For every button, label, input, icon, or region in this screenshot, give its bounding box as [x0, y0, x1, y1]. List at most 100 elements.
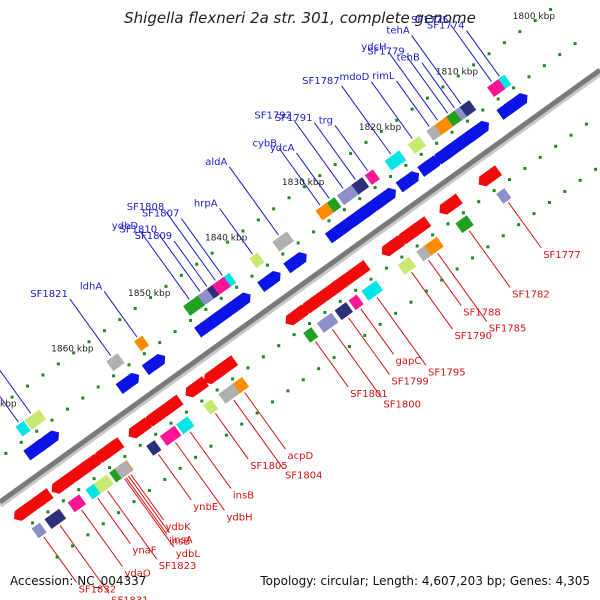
leader-line	[296, 152, 330, 199]
leader-line	[406, 56, 449, 114]
tick-dot	[204, 307, 208, 311]
leader-line	[314, 341, 349, 388]
tick-dot	[481, 108, 485, 112]
label-leader-lines	[0, 24, 542, 594]
gene-label: SF1810	[120, 225, 158, 236]
tick-label: 1840 kbp	[205, 234, 248, 244]
leader-line	[130, 474, 164, 521]
tick-dot	[363, 333, 367, 337]
gene-arrow	[257, 276, 273, 293]
gene-arrow	[194, 321, 210, 338]
gene-label: SF1791	[275, 113, 313, 124]
tick-dot	[261, 355, 265, 359]
gene-arrow	[115, 378, 132, 394]
gene-arrow	[478, 170, 495, 187]
tick-dot	[35, 429, 39, 433]
leader-line	[124, 478, 175, 548]
tick-dot	[226, 240, 230, 244]
feature-block	[315, 202, 334, 221]
gene-arrow	[395, 176, 412, 193]
tick-dot	[65, 407, 69, 411]
tick-dot	[307, 322, 311, 326]
tick-dot	[255, 411, 259, 415]
leader-line	[97, 497, 131, 544]
feature-block	[24, 409, 47, 430]
feature-block	[326, 197, 342, 213]
gene-arrow	[302, 297, 319, 314]
tick-dot	[86, 533, 90, 537]
tick-dot	[441, 85, 445, 89]
tick-label: 1800 kbp	[513, 12, 556, 22]
tick-dot	[231, 377, 235, 381]
leader-line	[0, 395, 19, 423]
tick-dot	[256, 218, 260, 222]
leader-line	[174, 441, 225, 511]
tick-dot	[169, 421, 173, 425]
leader-line	[158, 234, 201, 292]
tick-dot	[189, 318, 193, 322]
leader-line	[0, 369, 32, 414]
tick-dot	[77, 488, 81, 492]
gene-label: SF1805	[250, 461, 288, 472]
gene-label: rimL	[372, 71, 395, 82]
gene-label: SF1807	[142, 209, 180, 220]
map-title: Shigella flexneri 2a str. 301, complete …	[124, 9, 476, 27]
leader-line	[376, 296, 427, 366]
feature-block	[204, 285, 220, 301]
tick-dot	[533, 19, 537, 23]
feature-block	[106, 353, 125, 372]
tick-dot	[492, 189, 496, 193]
tick-dot	[286, 389, 290, 393]
tick-dot	[302, 185, 306, 189]
leader-line	[411, 35, 462, 105]
tick-dot	[318, 174, 322, 178]
gene-label: SF1779	[367, 46, 405, 57]
gene-arrow	[14, 505, 30, 521]
tick-dot	[10, 395, 14, 399]
tick-dot	[419, 152, 423, 156]
position-ticks: 1800 kbp 1810 kbp 1820 kbp 1830 kbp 1840 kbp…	[0, 7, 598, 559]
gene-label: trg	[319, 115, 333, 126]
tick-dot	[404, 163, 408, 167]
gene-arrow	[285, 309, 302, 326]
gene-label: SF1832	[79, 584, 117, 595]
feature-block	[15, 420, 31, 437]
tick-dot	[542, 64, 546, 68]
feature-block	[159, 425, 182, 446]
tick-dot	[200, 399, 204, 403]
tick-dot	[465, 119, 469, 123]
tick-dot	[92, 477, 96, 481]
tick-dot	[584, 122, 588, 126]
tick-label: 1850 kbp	[128, 289, 171, 299]
tick-dot	[194, 455, 198, 459]
tick-dot	[132, 500, 136, 504]
tick-dot	[164, 284, 168, 288]
gene-label: SF1808	[127, 202, 165, 213]
gene-label: ynaF	[132, 546, 156, 557]
leader-line	[466, 30, 500, 77]
feature-block	[451, 106, 467, 123]
tick-dot	[358, 197, 362, 201]
leader-line	[450, 24, 492, 82]
leader-line	[43, 536, 77, 583]
feature-block	[426, 125, 442, 141]
tick-dot	[219, 296, 223, 300]
feature-block	[218, 383, 240, 404]
tick-dot	[87, 340, 91, 344]
tick-dot	[538, 155, 542, 159]
tick-dot	[415, 244, 419, 248]
genome-summary: Topology: circular; Length: 4,607,203 bp…	[259, 574, 590, 588]
tick-dot	[265, 263, 269, 267]
gene-label: ldhA	[80, 281, 102, 292]
feature-block	[272, 231, 294, 252]
leader-line	[421, 62, 456, 109]
gene-label: insB	[233, 491, 254, 502]
tick-dot	[127, 363, 131, 367]
leader-line	[180, 218, 223, 276]
tick-dot	[410, 107, 414, 111]
feature-block	[397, 256, 417, 275]
gene-label: hrpA	[194, 198, 218, 209]
tick-dot	[450, 130, 454, 134]
tick-dot	[456, 74, 460, 78]
feature-block	[146, 440, 162, 456]
